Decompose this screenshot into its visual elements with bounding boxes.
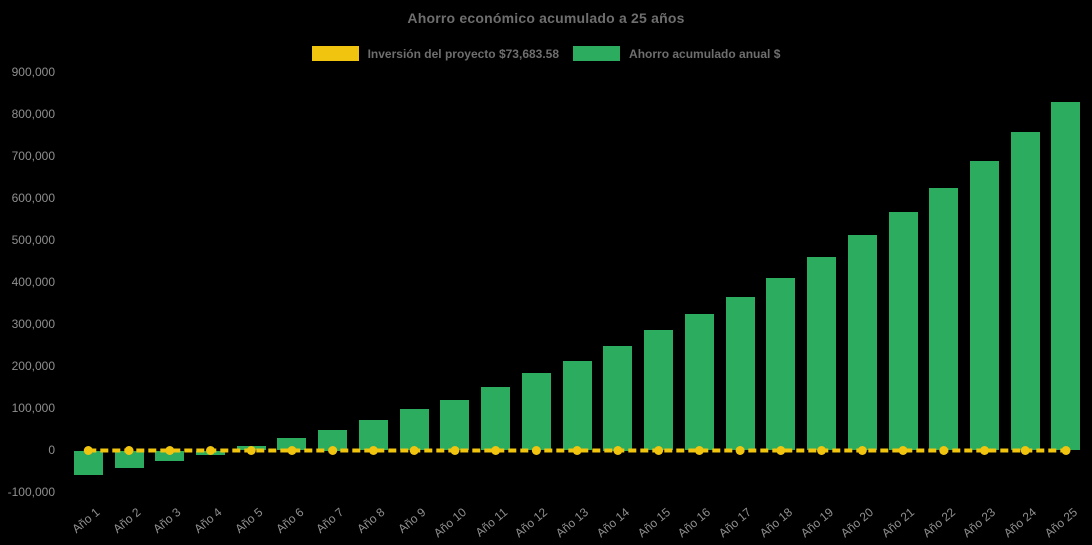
chart-title: Ahorro económico acumulado a 25 años bbox=[407, 10, 685, 26]
bar bbox=[114, 450, 144, 468]
savings-legend-swatch-icon bbox=[573, 46, 621, 61]
x-tick-label: Año 20 bbox=[838, 505, 877, 541]
bar bbox=[73, 450, 103, 475]
y-tick-label: 400,000 bbox=[11, 275, 55, 289]
y-tick-label: -100,000 bbox=[7, 485, 55, 499]
bar bbox=[847, 235, 877, 451]
y-tick-label: 0 bbox=[48, 443, 55, 457]
bar bbox=[766, 278, 796, 451]
bar bbox=[807, 256, 837, 451]
y-tick-label: 700,000 bbox=[11, 149, 55, 163]
y-tick-label: 300,000 bbox=[11, 317, 55, 331]
x-tick-label: Año 16 bbox=[675, 505, 714, 541]
bar bbox=[1010, 132, 1040, 451]
x-tick-label: Año 25 bbox=[1041, 505, 1080, 541]
bar bbox=[970, 160, 999, 451]
x-tick-label: Año 22 bbox=[919, 505, 958, 541]
bar bbox=[521, 373, 551, 451]
bar bbox=[318, 429, 348, 451]
x-tick-label: Año 7 bbox=[313, 505, 347, 536]
legend-label-savings: Ahorro acumulado anual $ bbox=[629, 46, 781, 61]
bar bbox=[725, 296, 755, 451]
x-tick-label: Año 11 bbox=[472, 505, 510, 540]
y-tick-label: 600,000 bbox=[11, 191, 55, 205]
x-tick-label: Año 23 bbox=[960, 505, 999, 541]
x-tick-label: Año 9 bbox=[395, 505, 429, 536]
x-tick-label: Año 13 bbox=[553, 505, 592, 541]
x-tick-label: Año 6 bbox=[272, 505, 306, 536]
y-tick-label: 900,000 bbox=[11, 65, 55, 79]
legend: Inversión del proyecto $73,683.58 Ahorro… bbox=[0, 46, 1092, 61]
y-tick-label: 100,000 bbox=[11, 401, 55, 415]
bar bbox=[603, 345, 633, 451]
y-tick-label: 200,000 bbox=[11, 359, 55, 373]
x-tick-label: Año 24 bbox=[1001, 505, 1040, 541]
bar bbox=[888, 212, 918, 451]
bar bbox=[399, 409, 429, 451]
x-tick-label: Año 10 bbox=[430, 505, 469, 541]
bar bbox=[358, 419, 388, 451]
x-tick-label: Año 12 bbox=[512, 505, 551, 541]
bar bbox=[684, 314, 714, 451]
x-tick-label: Año 19 bbox=[797, 505, 836, 541]
bar bbox=[562, 361, 592, 451]
y-tick-label: 500,000 bbox=[11, 233, 55, 247]
x-tick-label: Año 15 bbox=[634, 505, 673, 541]
legend-item-savings[interactable]: Ahorro acumulado anual $ bbox=[573, 46, 780, 61]
bar bbox=[929, 187, 959, 451]
bar bbox=[155, 450, 185, 462]
bar bbox=[236, 445, 266, 451]
bar bbox=[481, 387, 511, 451]
x-tick-label: Año 5 bbox=[232, 505, 266, 536]
bar bbox=[440, 399, 470, 451]
x-tick-label: Año 1 bbox=[69, 505, 103, 536]
y-tick-label: 800,000 bbox=[11, 107, 55, 121]
bar bbox=[277, 437, 307, 451]
x-tick-label: Año 3 bbox=[150, 505, 184, 536]
x-tick-label: Año 4 bbox=[191, 505, 225, 536]
x-tick-label: Año 8 bbox=[354, 505, 388, 536]
x-tick-label: Año 2 bbox=[110, 505, 144, 536]
legend-label-investment: Inversión del proyecto $73,683.58 bbox=[367, 46, 560, 61]
x-tick-label: Año 18 bbox=[756, 505, 795, 541]
bar bbox=[196, 450, 225, 456]
bar bbox=[1051, 101, 1081, 451]
investment-legend-swatch-icon bbox=[311, 46, 359, 61]
x-tick-label: Año 21 bbox=[878, 505, 918, 541]
x-tick-label: Año 17 bbox=[715, 505, 755, 541]
bar bbox=[644, 330, 674, 451]
legend-item-investment[interactable]: Inversión del proyecto $73,683.58 bbox=[311, 46, 560, 61]
x-tick-label: Año 14 bbox=[593, 505, 632, 541]
